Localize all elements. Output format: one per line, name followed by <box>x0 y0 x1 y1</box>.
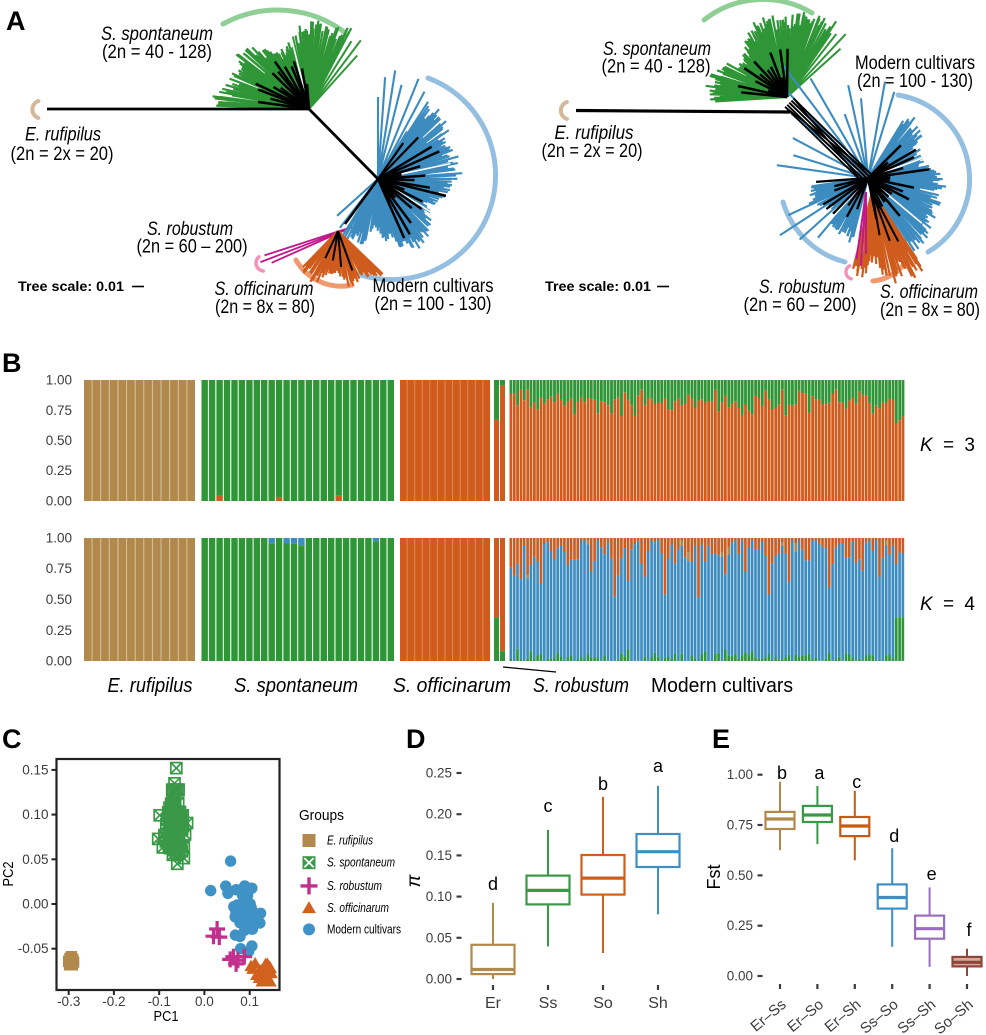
svg-text:(2n = 8x = 80): (2n = 8x = 80) <box>880 300 980 321</box>
svg-text:S. robustum: S. robustum <box>759 277 845 298</box>
svg-text:0.25: 0.25 <box>46 623 72 638</box>
svg-text:1.00: 1.00 <box>727 767 753 782</box>
svg-text:S. officinarum: S. officinarum <box>880 282 978 303</box>
svg-text:Tree scale: 0.01: Tree scale: 0.01 <box>18 278 124 294</box>
svg-text:(2n = 2x = 20): (2n = 2x = 20) <box>542 141 643 162</box>
svg-text:Tree scale: 0.01: Tree scale: 0.01 <box>545 278 651 294</box>
svg-text:a: a <box>814 763 825 783</box>
svg-text:PC1: PC1 <box>154 1008 179 1025</box>
svg-text:(2n = 60 – 200): (2n = 60 – 200) <box>744 295 857 316</box>
svg-text:0.25: 0.25 <box>727 918 753 933</box>
svg-text:-0.1: -0.1 <box>148 994 171 1009</box>
svg-text:S. robustum: S. robustum <box>147 219 233 240</box>
svg-text:0.00: 0.00 <box>727 969 753 984</box>
svg-text:d: d <box>488 874 498 894</box>
svg-text:Modern cultivars: Modern cultivars <box>373 276 494 297</box>
svg-text:-0.05: -0.05 <box>18 941 49 956</box>
svg-text:0.50: 0.50 <box>727 868 753 883</box>
svg-text:0.50: 0.50 <box>46 433 72 448</box>
svg-text:b: b <box>777 763 787 783</box>
svg-text:Ss: Ss <box>539 995 558 1012</box>
svg-text:0.25: 0.25 <box>46 463 72 478</box>
svg-text:S. spontaneum: S. spontaneum <box>101 24 213 45</box>
svg-text:1.00: 1.00 <box>46 531 72 546</box>
svg-text:e: e <box>927 864 937 884</box>
svg-text:E. rufipilus: E. rufipilus <box>108 675 193 697</box>
svg-text:0.00: 0.00 <box>46 654 72 669</box>
svg-text:K = 4: K = 4 <box>920 594 975 615</box>
svg-text:0.15: 0.15 <box>22 762 48 777</box>
svg-text:E: E <box>712 724 730 754</box>
svg-text:-0.3: -0.3 <box>57 994 80 1009</box>
svg-text:S. officinarum: S. officinarum <box>393 675 511 697</box>
svg-text:-0.2: -0.2 <box>102 994 125 1009</box>
svg-text:b: b <box>598 774 608 794</box>
svg-text:(2n = 8x = 80): (2n = 8x = 80) <box>215 297 315 318</box>
svg-text:Modern cultivars: Modern cultivars <box>855 53 975 74</box>
svg-text:(2n = 100 - 130): (2n = 100 - 130) <box>375 294 492 315</box>
svg-text:0.50: 0.50 <box>46 592 72 607</box>
svg-text:S. robustum: S. robustum <box>533 675 629 697</box>
svg-text:Sh: Sh <box>648 995 668 1012</box>
svg-text:Modern cultivars: Modern cultivars <box>327 921 401 936</box>
svg-text:0.00: 0.00 <box>426 972 452 987</box>
svg-text:B: B <box>2 348 22 378</box>
svg-text:f: f <box>966 920 972 940</box>
svg-text:(2n = 40 - 128): (2n = 40 - 128) <box>102 42 212 63</box>
svg-text:S. spontaneum: S. spontaneum <box>234 675 358 697</box>
svg-text:S. spontaneum: S. spontaneum <box>603 39 711 60</box>
svg-text:0.20: 0.20 <box>426 807 452 822</box>
svg-text:0.25: 0.25 <box>426 766 452 781</box>
svg-text:S. robustum: S. robustum <box>327 878 382 893</box>
svg-text:0.75: 0.75 <box>46 403 72 418</box>
svg-text:0.1: 0.1 <box>240 994 259 1009</box>
svg-text:0.75: 0.75 <box>727 818 753 833</box>
svg-text:PC2: PC2 <box>0 862 17 887</box>
svg-text:π: π <box>404 873 425 887</box>
svg-text:(2n = 100 - 130): (2n = 100 - 130) <box>857 71 973 92</box>
svg-text:Fst: Fst <box>704 865 724 890</box>
svg-text:0.15: 0.15 <box>426 848 452 863</box>
svg-text:E. rufipilus: E. rufipilus <box>25 125 101 146</box>
svg-text:S. officinarum: S. officinarum <box>327 900 389 915</box>
svg-text:Er: Er <box>485 995 502 1012</box>
svg-text:0.75: 0.75 <box>46 561 72 576</box>
svg-text:(2n = 2x = 20): (2n = 2x = 20) <box>11 144 114 165</box>
svg-text:a: a <box>653 756 664 776</box>
svg-text:A: A <box>6 6 26 36</box>
svg-text:Groups: Groups <box>299 807 344 824</box>
svg-text:c: c <box>544 796 553 816</box>
svg-text:0.00: 0.00 <box>22 897 48 912</box>
svg-text:E. rufipilus: E. rufipilus <box>327 833 373 848</box>
svg-text:So: So <box>593 995 613 1012</box>
svg-text:0.05: 0.05 <box>22 852 48 867</box>
svg-text:0.10: 0.10 <box>22 807 48 822</box>
svg-text:C: C <box>2 724 22 754</box>
svg-text:S. spontaneum: S. spontaneum <box>327 855 395 870</box>
svg-text:0.10: 0.10 <box>426 889 452 904</box>
svg-text:S. officinarum: S. officinarum <box>215 279 314 300</box>
svg-text:Modern cultivars: Modern cultivars <box>651 675 793 697</box>
svg-text:K = 3: K = 3 <box>920 435 975 456</box>
svg-text:1.00: 1.00 <box>46 373 72 388</box>
svg-text:0.05: 0.05 <box>426 930 452 945</box>
svg-text:D: D <box>406 724 426 754</box>
svg-text:0.00: 0.00 <box>46 494 72 509</box>
svg-text:(2n = 60 – 200): (2n = 60 – 200) <box>137 237 248 258</box>
svg-text:E. rufipilus: E. rufipilus <box>555 123 634 144</box>
svg-text:(2n = 40 - 128): (2n = 40 - 128) <box>602 57 711 78</box>
svg-text:0.0: 0.0 <box>195 994 214 1009</box>
svg-text:d: d <box>889 826 899 846</box>
svg-text:c: c <box>852 772 861 792</box>
